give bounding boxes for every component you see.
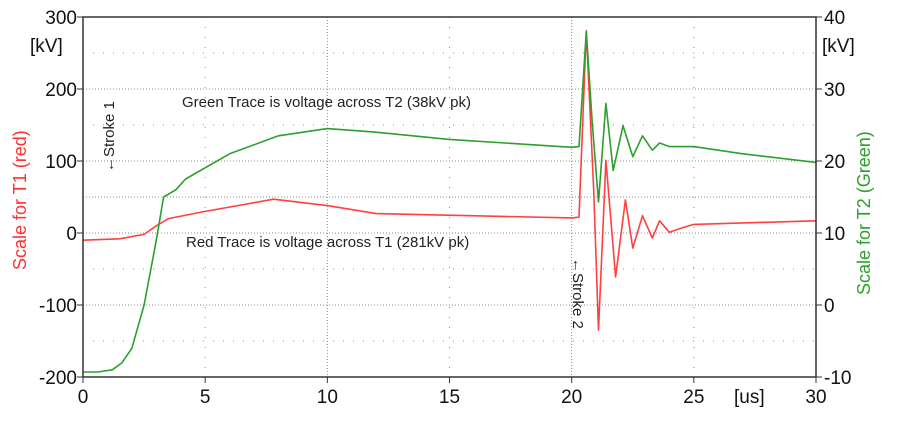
green-trace-annotation: Green Trace is voltage across T2 (38kV p… bbox=[182, 94, 471, 111]
left-tick-label: -100 bbox=[39, 296, 77, 317]
stroke2-annotation: ←Stroke 2 bbox=[569, 258, 586, 329]
right-tick-label: 0 bbox=[824, 296, 835, 317]
right-unit-label: [kV] bbox=[822, 36, 855, 57]
x-tick-label: 20 bbox=[561, 387, 582, 408]
left-tick-label: 300 bbox=[45, 8, 77, 29]
right-tick-label: -10 bbox=[824, 368, 851, 389]
left-tick-label: 0 bbox=[66, 224, 77, 245]
right-tick-label: 10 bbox=[824, 224, 845, 245]
stroke1-annotation: ←Stroke 1 bbox=[101, 101, 118, 172]
x-unit-label: [us] bbox=[734, 387, 765, 408]
right-tick-label: 40 bbox=[824, 8, 845, 29]
x-tick-label: 25 bbox=[683, 387, 704, 408]
x-tick-label: 15 bbox=[439, 387, 460, 408]
right-axis-title: Scale for T2 (Green) bbox=[854, 131, 874, 295]
red-trace-annotation: Red Trace is voltage across T1 (281kV pk… bbox=[186, 234, 469, 251]
x-tick-label: 30 bbox=[805, 387, 826, 408]
x-tick-label: 0 bbox=[78, 387, 89, 408]
red-trace-line bbox=[82, 29, 817, 332]
right-tick-label: 20 bbox=[824, 152, 845, 173]
left-tick-label: 100 bbox=[45, 152, 77, 173]
left-tick-label: 200 bbox=[45, 80, 77, 101]
x-tick-label: 10 bbox=[317, 387, 338, 408]
grid bbox=[83, 17, 816, 377]
x-tick-label: 5 bbox=[200, 387, 211, 408]
series-layer bbox=[82, 29, 817, 373]
left-unit-label: [kV] bbox=[30, 36, 63, 57]
left-axis-title: Scale for T1 (red) bbox=[10, 130, 30, 270]
ticks: 0 5 10 15 20 25 30-200-1000100200300-100102030… bbox=[39, 8, 852, 408]
right-tick-label: 30 bbox=[824, 80, 845, 101]
green-trace-line bbox=[83, 30, 817, 373]
left-tick-label: -200 bbox=[39, 368, 77, 389]
